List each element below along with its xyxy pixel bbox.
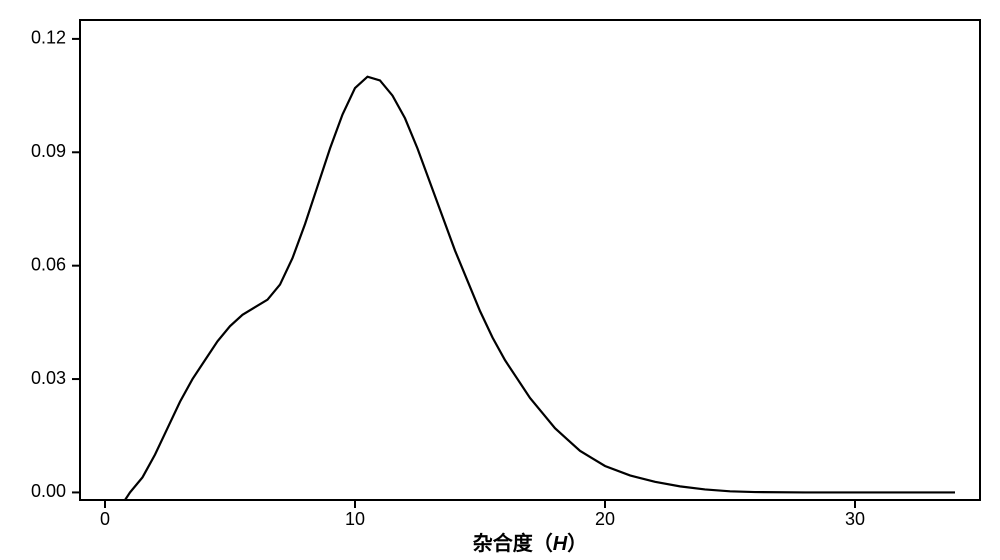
x-tick-label: 0 (100, 509, 110, 529)
y-tick-label: 0.06 (31, 254, 66, 274)
y-tick-label: 0.03 (31, 368, 66, 388)
x-tick-label: 20 (595, 509, 615, 529)
x-axis-title: 杂合度（H） (473, 531, 587, 555)
x-tick-label: 30 (845, 509, 865, 529)
density-curve (125, 77, 955, 500)
y-tick-label: 0.12 (31, 28, 66, 48)
x-tick-label: 10 (345, 509, 365, 529)
density-chart: 0.00 0.03 0.06 0.09 0.12 0 10 20 30 杂合度（H） (0, 0, 1000, 560)
y-tick-label: 0.00 (31, 481, 66, 501)
y-tick-label: 0.09 (31, 141, 66, 161)
plot-frame (80, 20, 980, 500)
chart-svg: 0.00 0.03 0.06 0.09 0.12 0 10 20 30 杂合度（H） (0, 0, 1000, 560)
